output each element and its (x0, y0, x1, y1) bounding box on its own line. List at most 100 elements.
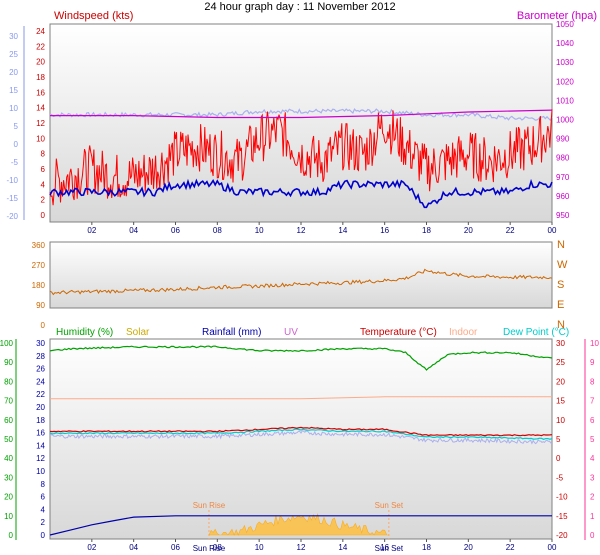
rain-tick-label: 22 (36, 390, 45, 399)
p1-xtick-label: 16 (380, 226, 389, 235)
p1-xtick-label: 06 (171, 226, 180, 235)
rain-tick-label: 6 (41, 493, 46, 502)
temp-tick-label: -20 (556, 531, 568, 540)
direction-tick-label: 90 (36, 301, 45, 310)
temperature-label: Temperature (°C) (360, 327, 437, 338)
rain-tick-label: 0 (41, 531, 46, 540)
p3-xtick-label: 00 (548, 543, 557, 552)
baro-tick-label: 970 (556, 173, 570, 182)
direction-tick-label: 270 (32, 261, 46, 270)
temperature-line (49, 426, 553, 437)
sunrise-axis-label: Sun Rise (193, 544, 226, 553)
temp-tick-label: 0 (556, 454, 561, 463)
p3-xtick-label: 10 (255, 543, 264, 552)
baro-tick-label: 1030 (556, 58, 574, 67)
compass-label: E (557, 299, 564, 311)
uv-tick-label: 4 (590, 454, 595, 463)
uv-tick-label: 10 (590, 339, 599, 348)
wind-tick-label: 14 (36, 104, 45, 113)
direction-tick-label: 360 (32, 241, 46, 250)
chill-tick-label: 30 (9, 32, 18, 41)
rainfall-line (49, 515, 552, 536)
baro-tick-label: 950 (556, 211, 570, 220)
p1-xtick-label: 02 (87, 226, 96, 235)
uv-label: UV (284, 327, 298, 338)
uv-tick-label: 3 (590, 473, 595, 482)
p1-xtick-label: 04 (129, 226, 138, 235)
wind-tick-label: 2 (41, 196, 46, 205)
wind-tick-label: 20 (36, 58, 45, 67)
rain-tick-label: 8 (41, 480, 46, 489)
rain-tick-label: 26 (36, 365, 45, 374)
rain-tick-label: 24 (36, 377, 45, 386)
temp-tick-label: 15 (556, 397, 565, 406)
dewpoint-label: Dew Point (°C) (503, 327, 569, 338)
chill-tick-label: 15 (9, 86, 18, 95)
chill-tick-label: 20 (9, 68, 18, 77)
windchill-line (49, 108, 553, 122)
temp-tick-label: 10 (556, 416, 565, 425)
wind-tick-label: 22 (36, 42, 45, 51)
wind-tick-label: 10 (36, 134, 45, 143)
p3-xtick-label: 22 (506, 543, 515, 552)
temp-tick-label: 5 (556, 435, 561, 444)
wind-tick-label: 16 (36, 88, 45, 97)
humidity-line (49, 345, 553, 371)
temp-tick-label: 25 (556, 358, 565, 367)
chill-tick-label: 5 (14, 122, 19, 131)
temp-tick-label: -5 (556, 473, 564, 482)
p3-xtick-label: 14 (338, 543, 347, 552)
baro-tick-label: 980 (556, 154, 570, 163)
wind-tick-label: 6 (41, 165, 46, 174)
chill-tick-label: -5 (11, 158, 19, 167)
humidity-tick-label: 100 (0, 339, 14, 348)
rain-tick-label: 12 (36, 454, 45, 463)
uv-tick-label: 0 (590, 531, 595, 540)
p3-xtick-label: 16 (380, 543, 389, 552)
p3-xtick-label: 04 (129, 543, 138, 552)
barometer-label: Barometer (hpa) (517, 10, 597, 22)
compass-label: S (557, 279, 564, 291)
rain-tick-label: 4 (41, 505, 46, 514)
solar-label: Solar (126, 327, 150, 338)
humidity-tick-label: 40 (4, 454, 13, 463)
rainfall-label: Rainfall (mm) (202, 327, 261, 338)
barometer-line (50, 109, 553, 119)
baro-tick-label: 1010 (556, 96, 574, 105)
direction-tick-label: 0 (41, 321, 46, 330)
uv-tick-label: 9 (590, 358, 595, 367)
p1-xtick-label: 14 (338, 226, 347, 235)
humidity-tick-label: 60 (4, 416, 13, 425)
p1-xtick-label: 20 (464, 226, 473, 235)
chill-tick-label: 0 (14, 140, 19, 149)
rain-tick-label: 30 (36, 339, 45, 348)
rain-tick-label: 10 (36, 467, 45, 476)
rain-tick-label: 28 (36, 352, 45, 361)
baro-tick-label: 1040 (556, 39, 574, 48)
chill-tick-label: 10 (9, 104, 18, 113)
baro-tick-label: 960 (556, 192, 570, 201)
wind-gust-line (49, 109, 553, 206)
temp-tick-label: 20 (556, 377, 565, 386)
direction-line (49, 268, 553, 296)
humidity-tick-label: 70 (4, 397, 13, 406)
chill-tick-label: -20 (6, 212, 18, 221)
climate-panel (49, 338, 553, 540)
rain-tick-label: 16 (36, 429, 45, 438)
uv-tick-label: 5 (590, 435, 595, 444)
rain-tick-label: 20 (36, 403, 45, 412)
uv-tick-label: 2 (590, 493, 595, 502)
rain-tick-label: 14 (36, 441, 45, 450)
uv-tick-label: 1 (590, 512, 595, 521)
sunset-label: Sun Set (375, 501, 404, 510)
windspeed-label: Windspeed (kts) (54, 10, 133, 22)
compass-label: N (557, 319, 565, 331)
wind-tick-label: 24 (36, 27, 45, 36)
indoor-line (50, 396, 552, 400)
p3-xtick-label: 02 (87, 543, 96, 552)
wind-tick-label: 0 (41, 211, 46, 220)
wind-tick-label: 12 (36, 119, 45, 128)
wind-tick-label: 8 (41, 150, 46, 159)
baro-tick-label: 990 (556, 135, 570, 144)
